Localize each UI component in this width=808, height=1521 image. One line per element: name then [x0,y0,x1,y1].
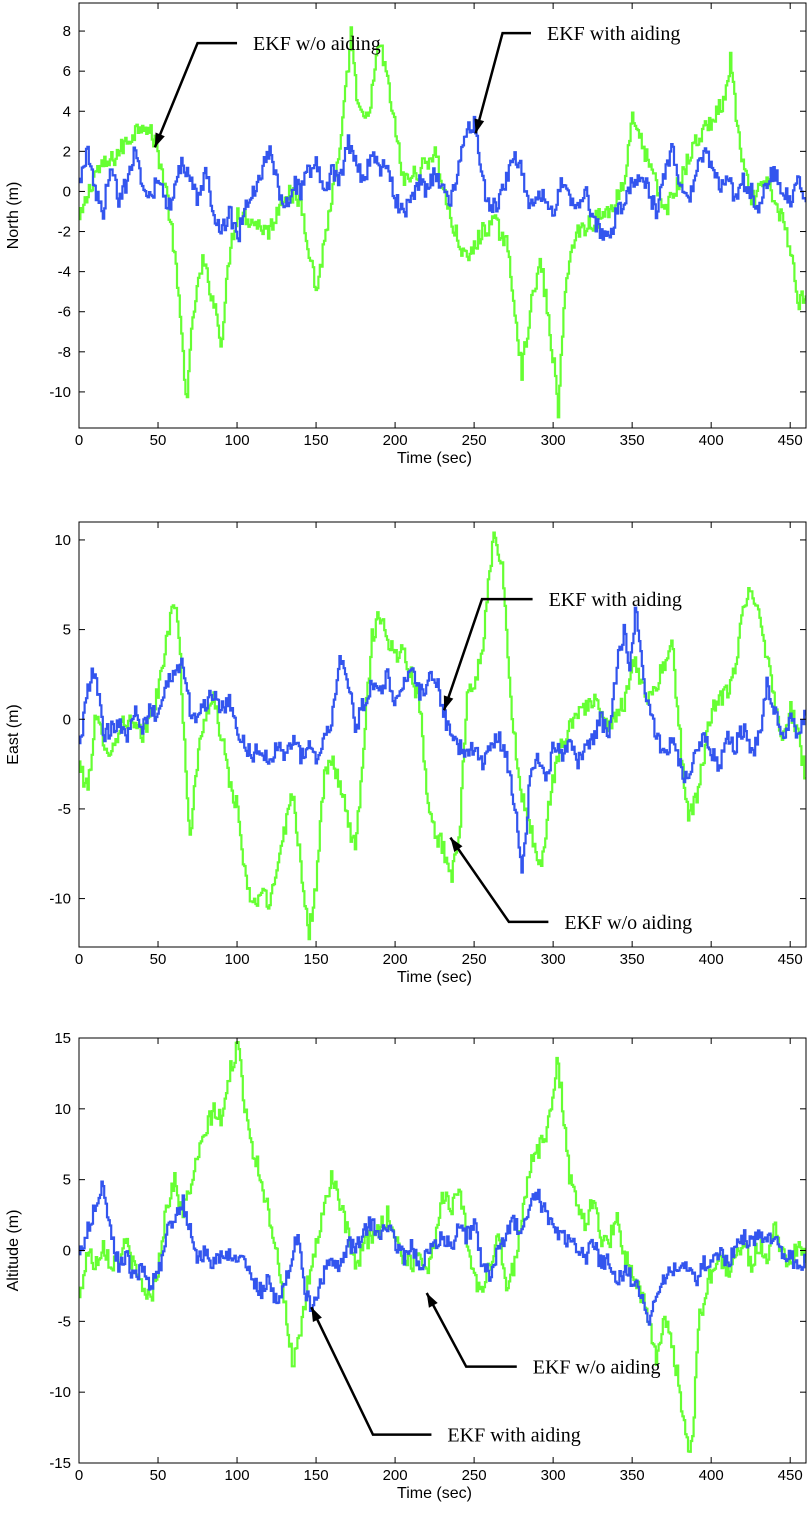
x-tick-label: 50 [150,951,167,968]
y-axis-title: East (m) [5,704,22,764]
y-tick-label: -8 [58,344,71,361]
y-tick-label: 0 [63,711,71,728]
annotation-label: EKF w/o aiding [253,33,381,55]
x-tick-label: 0 [75,951,83,968]
series-group [79,1041,806,1453]
x-tick-label: 0 [75,432,83,449]
x-tick-label: 200 [383,951,408,968]
x-tick-label: 0 [75,1467,83,1484]
series-line-no-aiding [79,26,806,419]
series-line-no-aiding [79,531,806,941]
y-tick-label: 2 [63,143,71,160]
series-group [79,26,806,419]
y-tick-label: 10 [54,532,71,549]
x-tick-label: 350 [620,951,645,968]
y-tick-label: -10 [49,1384,71,1401]
annotation-arrowhead [311,1307,322,1322]
series-line-with-aiding [79,1180,806,1326]
y-tick-label: 6 [63,63,71,80]
y-tick-label: -10 [49,891,71,908]
x-tick-label: 50 [150,432,167,449]
x-tick-label: 200 [383,1467,408,1484]
x-tick-label: 350 [620,1467,645,1484]
x-tick-label: 250 [462,951,487,968]
x-tick-label: 400 [699,951,724,968]
y-tick-label: -5 [58,1313,71,1330]
x-tick-label: 350 [620,432,645,449]
x-tick-label: 200 [383,432,408,449]
x-axis-title: Time (sec) [397,1485,472,1502]
x-tick-label: 300 [541,1467,566,1484]
x-tick-label: 150 [304,432,329,449]
x-tick-label: 250 [462,1467,487,1484]
x-tick-label: 400 [699,432,724,449]
plot-frame [78,2,807,429]
series-line-with-aiding [79,115,806,243]
annotation-arrowhead [474,118,485,134]
y-axis-title: Altitude (m) [5,1210,22,1292]
y-tick-label: -6 [58,304,71,321]
x-tick-label: 150 [304,1467,329,1484]
annotation-label: EKF w/o aiding [564,912,692,934]
annotation-leader [442,597,533,711]
east-panel: 0 50 100 150 200 250 300 350 400 450 -10 -5 0 5 10 Time… [5,521,807,986]
x-tick-label: 300 [541,951,566,968]
annotation-leader [153,41,238,148]
annotation-leader [474,31,532,134]
y-tick-label: 10 [54,1101,71,1118]
x-tick-label: 100 [225,951,250,968]
y-tick-label: -2 [58,224,71,241]
altitude-panel: 0 50 100 150 200 250 300 350 400 450 -15 -10 -5 0 5 10 1… [5,1030,807,1502]
x-tick-label: 300 [541,432,566,449]
y-axis-title: North (m) [5,182,22,250]
y-tick-label: 0 [63,1243,71,1260]
y-tick-label: 0 [63,183,71,200]
x-tick-label: 450 [778,432,803,449]
y-tick-label: -4 [58,264,71,281]
y-tick-label: -15 [49,1455,71,1472]
y-tick-label: -10 [49,384,71,401]
x-tick-label: 50 [150,1467,167,1484]
series-line-with-aiding [79,606,806,874]
y-tick-label: 8 [63,23,71,40]
plot-frame [78,1037,807,1464]
plot-frame [78,521,807,948]
x-tick-label: 150 [304,951,329,968]
x-tick-label: 250 [462,432,487,449]
x-axis-title: Time (sec) [397,450,472,467]
x-axis-title: Time (sec) [397,969,472,986]
series-group [79,531,806,941]
annotation-arrowhead [443,695,454,711]
annotation-label: EKF with aiding [547,23,680,45]
annotation-leader [310,1306,432,1436]
y-tick-label: 4 [63,103,71,120]
annotation-label: EKF w/o aiding [533,1357,661,1379]
annotation-label: EKF with aiding [549,589,682,611]
annotation-leader [449,836,549,924]
y-tick-label: 5 [63,622,71,639]
y-tick-label: 5 [63,1172,71,1189]
annotation-label: EKF with aiding [447,1425,580,1447]
annotation-arrowhead [450,837,463,852]
x-tick-label: 450 [778,951,803,968]
x-tick-label: 400 [699,1467,724,1484]
x-tick-label: 100 [225,432,250,449]
annotation-arrowhead [154,132,165,148]
annotation-arrowhead [426,1293,438,1308]
x-tick-label: 100 [225,1467,250,1484]
series-line-no-aiding [79,1041,806,1453]
y-tick-label: 15 [54,1030,71,1047]
annotation-leader [425,1292,517,1368]
x-tick-label: 450 [778,1467,803,1484]
y-tick-label: -5 [58,801,71,818]
north-panel: 0 50 100 150 200 250 300 350 400 450 -10 -8 -6 -4 -2 0 2… [5,2,807,467]
